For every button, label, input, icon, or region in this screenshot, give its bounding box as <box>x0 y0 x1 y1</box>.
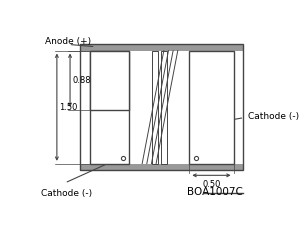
Bar <box>90 51 129 110</box>
Text: 0.50: 0.50 <box>202 180 221 189</box>
Bar <box>189 51 234 164</box>
Bar <box>161 51 167 164</box>
Text: Cathode (-): Cathode (-) <box>248 112 299 120</box>
Text: Anode (+): Anode (+) <box>45 37 92 46</box>
Bar <box>80 44 243 170</box>
Text: BOA1007C: BOA1007C <box>187 187 243 197</box>
Bar <box>152 51 158 164</box>
Bar <box>90 51 129 164</box>
Text: Cathode (-): Cathode (-) <box>41 189 92 198</box>
Bar <box>80 44 243 51</box>
Text: 1.50: 1.50 <box>59 103 78 112</box>
Bar <box>80 164 243 170</box>
Text: 0.88: 0.88 <box>72 76 91 85</box>
